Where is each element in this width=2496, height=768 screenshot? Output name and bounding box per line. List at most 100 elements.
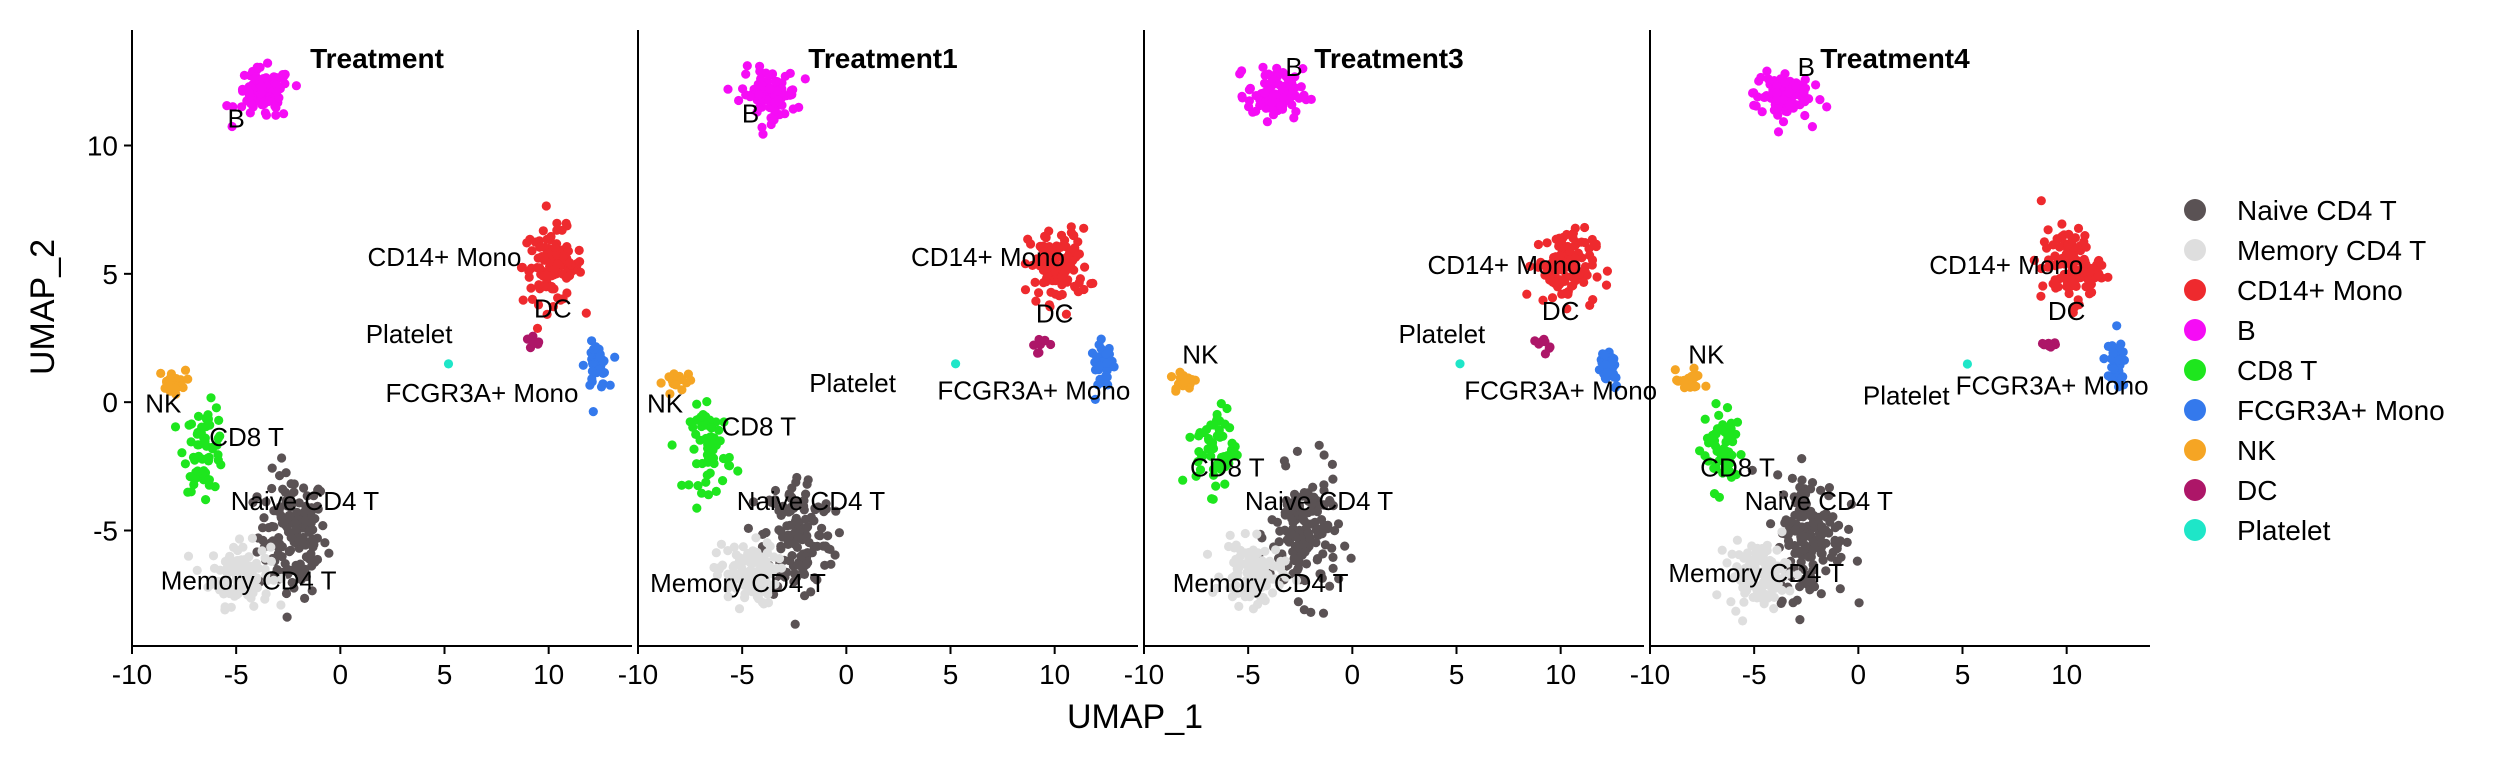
point-memory-cd4-t: [236, 555, 247, 565]
point-b: [742, 61, 752, 71]
point-memory-cd4-t: [1259, 561, 1269, 572]
cluster-label: B: [1798, 52, 1815, 82]
x-tick-label: 0: [839, 659, 855, 690]
point-naive-cd4-t: [792, 497, 802, 507]
point-naive-cd4-t: [814, 530, 824, 540]
panel-treatment4: Treatment4 -10 -5 0 5 10 B CD14+ Mono DC Platelet…: [1630, 30, 2150, 690]
point-memory-cd4-t: [723, 546, 733, 556]
point-cd8-t: [1185, 432, 1195, 442]
legend-item-nk: NK: [2184, 435, 2276, 466]
point-naive-cd4-t: [803, 475, 813, 485]
point-cd14-mono: [2050, 275, 2060, 285]
point-memory-cd4-t: [1765, 581, 1775, 591]
x-tick-label: 10: [1545, 659, 1576, 690]
cluster-label: FCGR3A+ Mono: [937, 376, 1130, 406]
point-cd14-mono: [1031, 296, 1041, 306]
x-tick-label: -5: [1742, 659, 1767, 690]
point-cd14-mono: [556, 295, 566, 305]
point-naive-cd4-t: [1835, 584, 1845, 594]
point-cd14-mono: [1038, 265, 1048, 275]
x-tick-label: -5: [1236, 659, 1261, 690]
point-cd14-mono: [527, 246, 537, 256]
point-memory-cd4-t: [229, 591, 240, 601]
point-naive-cd4-t: [1272, 517, 1282, 527]
legend-item-cd8-t: CD8 T: [2184, 355, 2317, 386]
point-b: [1268, 90, 1278, 100]
point-naive-cd4-t: [818, 541, 828, 551]
y-tick-label: 5: [102, 259, 118, 290]
point-naive-cd4-t: [296, 574, 306, 585]
point-naive-cd4-t: [1796, 557, 1806, 567]
point-cd14-mono: [2081, 242, 2091, 252]
point-naive-cd4-t: [1795, 511, 1805, 522]
point-cd14-mono: [1533, 239, 1543, 250]
point-cd8-t: [703, 440, 713, 450]
point-cd8-t: [200, 434, 210, 444]
point-memory-cd4-t: [1271, 545, 1281, 555]
point-naive-cd4-t: [258, 535, 268, 546]
point-cd8-t: [193, 440, 203, 450]
point-naive-cd4-t: [1346, 553, 1356, 563]
x-tick-label: 0: [333, 659, 349, 690]
point-cd8-t: [1204, 435, 1214, 445]
point-memory-cd4-t: [1732, 535, 1742, 545]
point-b: [1778, 117, 1789, 127]
point-naive-cd4-t: [798, 502, 808, 512]
point-naive-cd4-t: [294, 536, 305, 546]
point-b: [1815, 95, 1825, 105]
point-naive-cd4-t: [295, 559, 305, 569]
point-cd14-mono: [1027, 260, 1038, 270]
point-memory-cd4-t: [735, 573, 745, 583]
point-cd8-t: [1227, 438, 1237, 448]
point-cd8-t: [1725, 432, 1735, 442]
point-cd8-t: [1722, 403, 1733, 413]
point-cd8-t: [211, 403, 221, 413]
point-b: [1800, 97, 1810, 107]
panel-title: Treatment4: [1820, 43, 1970, 74]
point-fcgr3a-mono: [2112, 321, 2122, 331]
point-cd14-mono: [1041, 277, 1051, 287]
point-naive-cd4-t: [823, 531, 833, 541]
point-memory-cd4-t: [234, 534, 245, 544]
point-b: [272, 80, 282, 90]
point-cd8-t: [1203, 444, 1213, 454]
point-cd14-mono: [542, 234, 552, 244]
point-memory-cd4-t: [1785, 586, 1795, 596]
point-b: [1773, 104, 1783, 114]
point-memory-cd4-t: [762, 548, 773, 558]
point-cd14-mono: [1020, 259, 1030, 269]
point-naive-cd4-t: [1792, 595, 1802, 605]
point-cd14-mono: [1051, 289, 1061, 299]
point-naive-cd4-t: [789, 568, 800, 579]
point-naive-cd4-t: [1799, 545, 1809, 555]
point-fcgr3a-mono: [1101, 371, 1111, 381]
point-naive-cd4-t: [1821, 538, 1831, 548]
point-b: [1237, 66, 1247, 76]
point-naive-cd4-t: [306, 518, 316, 528]
point-naive-cd4-t: [785, 506, 796, 516]
point-cd14-mono: [2074, 300, 2084, 310]
point-cd14-mono: [1052, 252, 1062, 262]
point-memory-cd4-t: [1769, 592, 1779, 603]
point-cd8-t: [201, 495, 211, 505]
point-b: [741, 69, 751, 79]
point-b: [246, 99, 256, 109]
point-naive-cd4-t: [817, 523, 827, 533]
point-fcgr3a-mono: [2116, 339, 2126, 349]
point-cd8-t: [203, 410, 213, 420]
cluster-label: Platelet: [809, 368, 896, 398]
point-b: [271, 103, 281, 113]
point-naive-cd4-t: [282, 612, 292, 622]
cluster-label: CD8 T: [1190, 453, 1265, 483]
x-tick-label: 10: [1039, 659, 1070, 690]
point-cd14-mono: [1055, 242, 1066, 252]
point-cd8-t: [1216, 464, 1226, 474]
point-naive-cd4-t: [1797, 454, 1807, 464]
point-memory-cd4-t: [740, 593, 750, 603]
point-b: [734, 95, 744, 106]
point-b: [250, 73, 260, 84]
legend-item-fcgr3a-mono: FCGR3A+ Mono: [2184, 395, 2445, 426]
point-naive-cd4-t: [793, 517, 803, 527]
point-cd8-t: [214, 415, 224, 425]
point-cd14-mono: [1550, 279, 1560, 289]
